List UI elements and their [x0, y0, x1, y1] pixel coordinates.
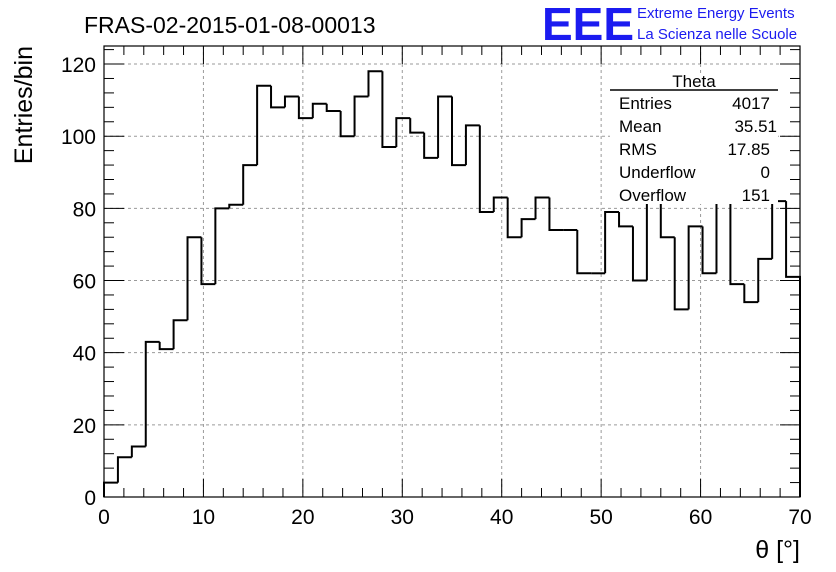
y-tick-label: 20: [73, 415, 96, 438]
x-tick-label: 40: [490, 506, 513, 529]
y-tick-label: 100: [61, 126, 96, 149]
stats-name: Theta: [672, 72, 716, 91]
histogram-bin: [214, 207, 230, 285]
stats-label-underflow: Underflow: [619, 163, 696, 182]
histogram-bin: [771, 200, 787, 259]
stats-value-mean: 35.51: [734, 117, 777, 136]
histogram-bin: [339, 110, 355, 138]
histogram-bin: [130, 445, 146, 458]
axis-ticks: [103, 46, 801, 498]
y-tick-label: 80: [73, 198, 96, 221]
histogram-bin: [158, 341, 174, 351]
histogram-bin: [631, 226, 647, 282]
histogram-bin: [785, 201, 801, 497]
histogram-bin: [297, 96, 313, 120]
histogram-bin: [172, 319, 188, 350]
histogram-bin: [701, 226, 717, 275]
histogram-bin: [604, 210, 620, 274]
histogram-bin: [103, 481, 118, 497]
plot-frame-rect: [103, 45, 801, 498]
histogram-bin: [116, 456, 132, 483]
histogram-bin: [144, 340, 160, 447]
chart-title: FRAS-02-2015-01-08-00013: [84, 12, 376, 38]
histogram-bin: [186, 236, 202, 321]
histogram-bin: [325, 103, 341, 112]
histogram-bin: [395, 117, 411, 148]
x-tick-label: 30: [391, 506, 414, 529]
stats-label-rms: RMS: [619, 140, 657, 159]
histogram-bin: [283, 95, 299, 108]
x-tick-label: 20: [291, 506, 314, 529]
histogram-bin: [576, 230, 592, 275]
stats-value-rms: 17.85: [727, 140, 770, 159]
histogram-bin: [534, 196, 550, 220]
stats-box-background: [610, 76, 778, 204]
histogram-bin: [228, 203, 244, 209]
histogram-bin: [757, 257, 773, 303]
tick-labels: 0 10 20 30 40 50 60 70 0 20 40 60 80 100 120: [61, 54, 812, 529]
y-axis-title: Entries/bin: [10, 46, 38, 164]
x-tick-label: 70: [788, 506, 811, 529]
y-tick-label: 0: [84, 487, 96, 510]
histogram-bin: [311, 102, 327, 119]
x-tick-label: 50: [589, 506, 612, 529]
stats-box: Theta Entries 4017 Mean 35.51 RMS 17.85 …: [610, 72, 778, 205]
histogram-bin: [743, 284, 759, 304]
stats-value-entries: 4017: [732, 94, 770, 113]
stats-label-overflow: Overflow: [619, 186, 687, 205]
logo-line-1: Extreme Energy Events: [637, 5, 795, 22]
histogram-bin: [437, 95, 452, 158]
x-tick-label: 0: [98, 506, 110, 529]
stats-value-overflow: 151: [742, 186, 770, 205]
x-axis-title: θ [°]: [755, 536, 800, 564]
histogram-bin: [242, 164, 258, 205]
x-tick-label: 60: [689, 506, 712, 529]
logo-mark: EEE: [542, 0, 634, 50]
histogram-bin: [618, 211, 633, 228]
histogram-bin: [353, 95, 369, 137]
stats-label-entries: Entries: [619, 94, 672, 113]
histogram-bin: [478, 125, 494, 213]
logo-line-2: La Scienza nelle Scuole: [637, 26, 797, 43]
plot-frame: [103, 45, 801, 498]
histogram-bin: [423, 132, 439, 159]
y-tick-label: 60: [73, 271, 96, 294]
histogram-bin: [687, 225, 703, 310]
histogram-bin: [256, 84, 272, 166]
stats-label-mean: Mean: [619, 117, 662, 136]
histogram-bin: [729, 190, 745, 286]
histogram-bin: [464, 124, 480, 166]
histogram-bin: [367, 70, 383, 97]
histogram-bin: [492, 196, 508, 212]
histogram-bin: [506, 197, 522, 239]
histogram-bin: [200, 237, 216, 286]
stats-value-underflow: 0: [761, 163, 770, 182]
histogram: [103, 70, 801, 497]
histogram-bin: [381, 71, 397, 149]
histogram-bin: [548, 197, 564, 232]
histogram-bin: [451, 96, 466, 167]
histogram-bin: [409, 118, 425, 134]
y-tick-label: 40: [73, 343, 96, 366]
histogram-bin: [673, 237, 689, 311]
histogram-bin: [270, 85, 285, 109]
x-tick-label: 10: [192, 506, 215, 529]
y-tick-label: 120: [61, 54, 96, 77]
eee-logo: EEE Extreme Energy Events La Scienza nel…: [542, 0, 797, 50]
histogram-bin: [520, 218, 536, 238]
